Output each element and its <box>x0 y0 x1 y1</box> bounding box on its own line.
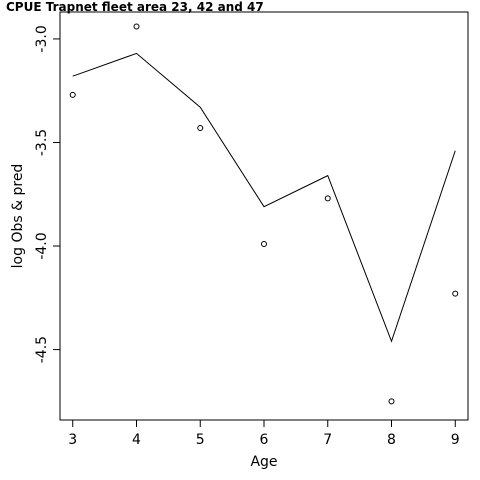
x-axis: 3 4 5 6 7 8 9 <box>68 420 460 448</box>
x-tick-label: 3 <box>68 432 77 448</box>
x-tick-label: 6 <box>260 432 269 448</box>
plot-frame <box>59 11 469 421</box>
y-axis: -3.0 -3.5 -4.0 -4.5 <box>34 25 60 363</box>
y-tick-label: -3.5 <box>34 129 50 156</box>
y-tick-label: -4.5 <box>34 336 50 363</box>
observed-point <box>452 290 459 297</box>
x-tick-label: 7 <box>323 432 332 448</box>
observed-point <box>324 195 331 202</box>
observed-point <box>197 124 204 131</box>
predicted-line <box>72 52 456 343</box>
y-tick-label: -3.0 <box>34 25 50 52</box>
x-tick-label: 4 <box>132 432 141 448</box>
observed-point <box>261 240 267 247</box>
x-tick-label: 5 <box>196 432 205 448</box>
y-tick-label: -4.0 <box>34 232 50 259</box>
x-tick-label: 8 <box>387 432 396 448</box>
x-axis-label: Age <box>250 454 277 470</box>
observed-point <box>133 23 140 30</box>
observed-point <box>388 398 395 405</box>
x-tick-label: 9 <box>451 432 460 448</box>
y-axis-label: log Obs & pred <box>10 164 26 269</box>
chart-title: CPUE Trapnet fleet area 23, 42 and 47 <box>6 0 264 14</box>
series-layer <box>69 23 459 405</box>
observed-point <box>69 91 76 98</box>
